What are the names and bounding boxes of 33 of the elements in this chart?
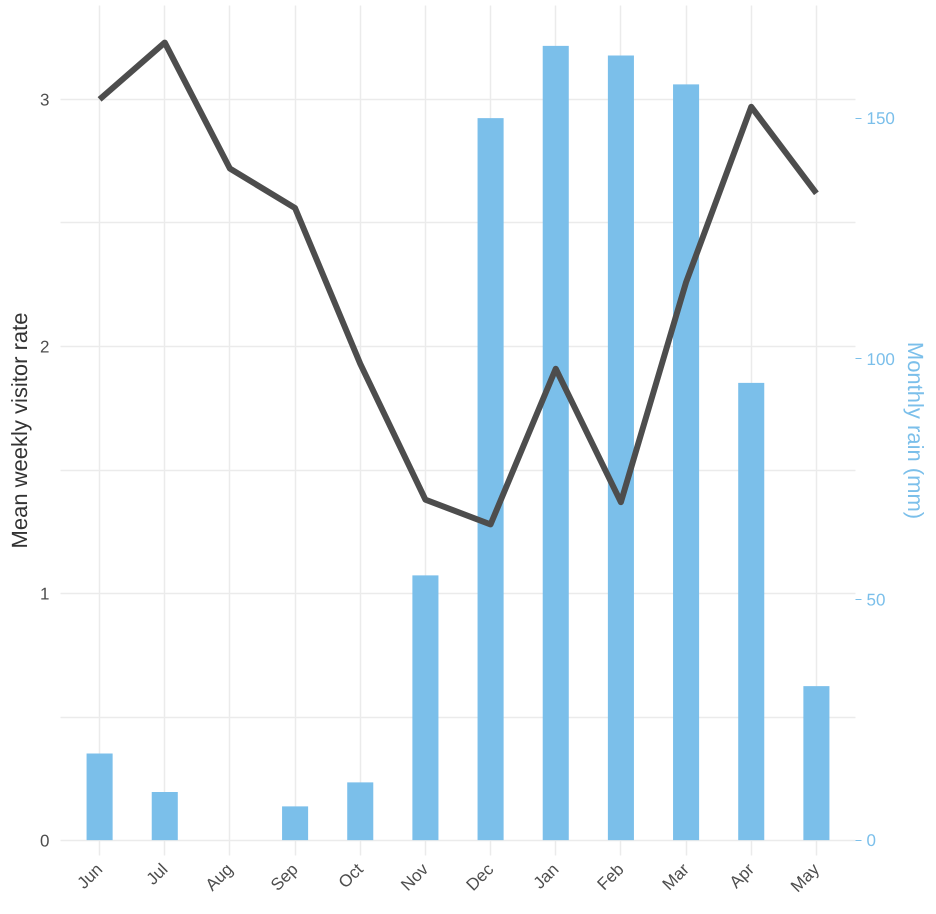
y2-tick-label: 0: [866, 831, 876, 850]
bar: [738, 382, 764, 840]
y-tick-label: 0: [40, 832, 50, 851]
y2-tick-label: 100: [866, 350, 895, 369]
x-tick-label: Feb: [593, 860, 628, 894]
x-tick-label: Mar: [658, 860, 694, 894]
y2-tick-label: 50: [866, 590, 886, 610]
x-tick-label: Aug: [202, 860, 237, 895]
x-tick-label: Jul: [142, 860, 172, 889]
bar: [347, 782, 374, 840]
y2-tick-label: 150: [866, 109, 895, 128]
y-tick-label: 3: [40, 90, 50, 110]
x-tick-label: Apr: [726, 860, 758, 892]
x-tick-label: May: [786, 859, 824, 896]
y-tick-label: 1: [40, 584, 50, 604]
bar: [152, 792, 178, 840]
x-tick-label: Jan: [530, 860, 562, 893]
bar: [542, 46, 569, 840]
bar: [803, 686, 830, 840]
bar: [412, 575, 438, 840]
x-tick-label: Jun: [73, 860, 106, 893]
bar: [282, 806, 308, 840]
y-tick-label: 2: [40, 337, 50, 356]
x-tick-label: Dec: [462, 859, 498, 895]
y2-axis-title: Monthly rain (mm): [902, 342, 928, 520]
bar: [478, 118, 504, 840]
x-tick-label: Nov: [397, 859, 432, 895]
x-tick-label: Sep: [266, 860, 302, 895]
x-tick-label: Oct: [334, 860, 368, 892]
bar: [86, 753, 113, 840]
bar: [608, 56, 634, 840]
y-axis-title: Mean weekly visitor rate: [7, 312, 32, 548]
bar: [673, 84, 700, 840]
